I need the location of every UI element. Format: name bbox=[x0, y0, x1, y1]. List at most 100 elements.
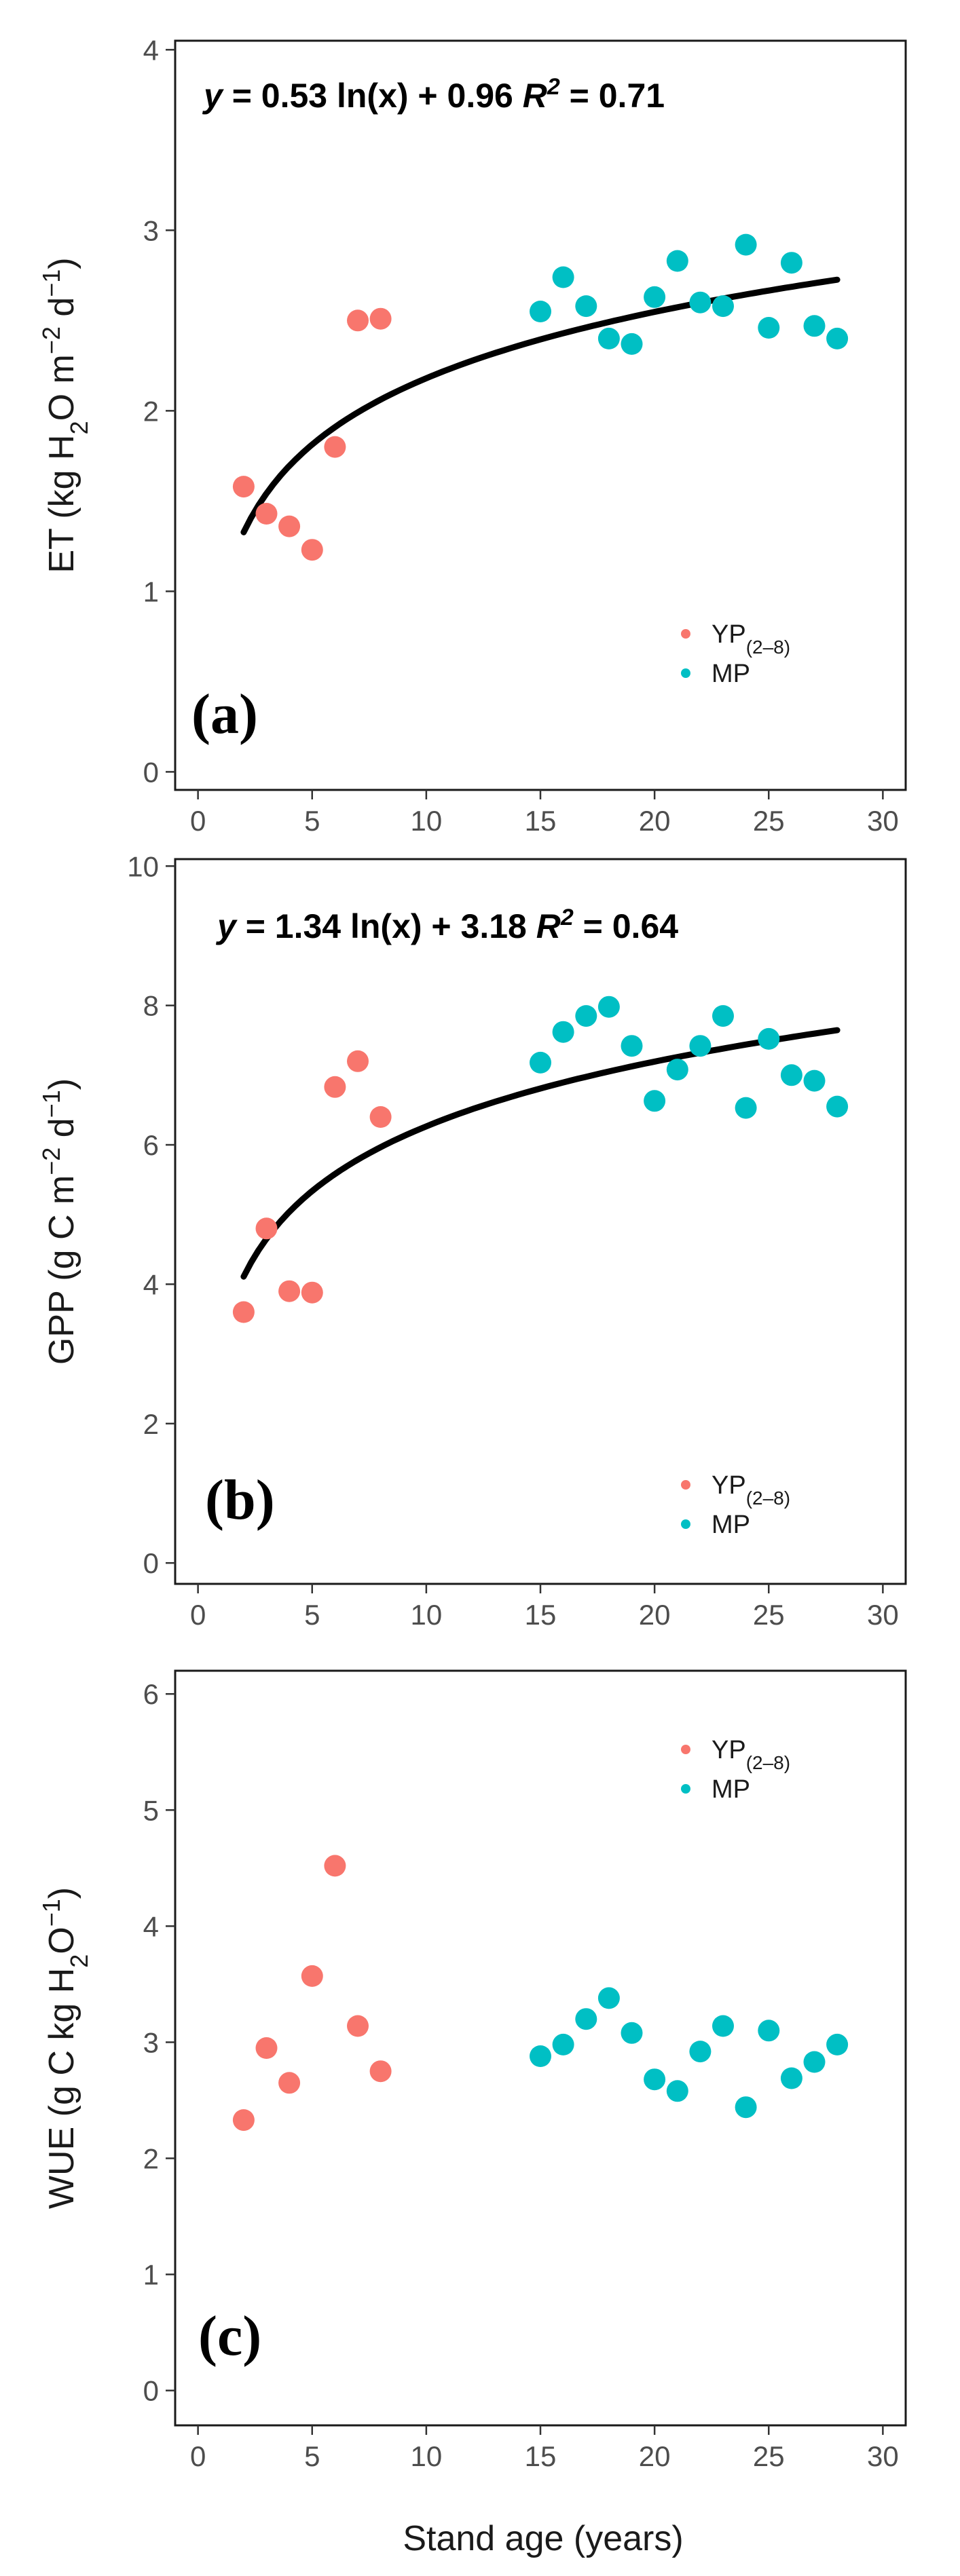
y-tick-label: 1 bbox=[143, 575, 159, 607]
data-point bbox=[324, 436, 346, 458]
legend-label-subscript: (2–8) bbox=[746, 1488, 790, 1509]
x-tick-label: 0 bbox=[190, 2440, 206, 2472]
y-tick-label: 10 bbox=[127, 850, 159, 882]
x-axis-title: Stand age (years) bbox=[403, 2519, 683, 2558]
panel-tag: (c) bbox=[198, 2305, 261, 2368]
data-point bbox=[278, 2072, 301, 2094]
data-point bbox=[666, 250, 688, 272]
data-point bbox=[780, 1064, 802, 1086]
fit-curve bbox=[240, 1027, 841, 1280]
y-tick-label: 3 bbox=[143, 2026, 159, 2058]
data-point bbox=[597, 327, 620, 349]
data-point bbox=[803, 1069, 826, 1092]
y-tick-label: 6 bbox=[143, 1678, 159, 1710]
legend-label: MP bbox=[712, 1511, 750, 1539]
legend-label: MP bbox=[712, 660, 750, 688]
x-tick-label: 10 bbox=[411, 1599, 443, 1631]
y-tick-label: 0 bbox=[143, 756, 159, 788]
y-tick-label: 4 bbox=[143, 1268, 159, 1300]
y-tick-label: 1 bbox=[143, 2259, 159, 2291]
legend-label-text: MP bbox=[712, 1775, 750, 1804]
equation-r-superscript: 2 bbox=[560, 905, 574, 930]
x-tick-label: 20 bbox=[639, 805, 671, 837]
x-tick-label: 25 bbox=[753, 1599, 785, 1631]
legend-label-text: MP bbox=[712, 1511, 750, 1539]
equation-y: y bbox=[202, 77, 224, 115]
data-point bbox=[780, 2067, 802, 2089]
data-point bbox=[712, 295, 734, 318]
y-title-superscript: −2 bbox=[37, 1148, 65, 1175]
legend-label: YP(2–8) bbox=[712, 620, 790, 658]
fit-curve bbox=[240, 276, 841, 535]
x-tick-label: 25 bbox=[753, 2440, 785, 2472]
y-tick-label: 4 bbox=[143, 1910, 159, 1942]
data-point bbox=[712, 1005, 734, 1027]
y-tick-label: 6 bbox=[143, 1129, 159, 1161]
legend-key-yp bbox=[681, 1480, 690, 1490]
data-point bbox=[530, 301, 551, 322]
x-tick-label: 10 bbox=[411, 2440, 443, 2472]
x-tick-label: 20 bbox=[639, 2440, 671, 2472]
data-point bbox=[758, 2020, 780, 2042]
data-point bbox=[597, 996, 620, 1018]
equation-body: = 0.53 ln(x) + 0.96 bbox=[223, 77, 523, 115]
y-title-text: O m bbox=[42, 354, 81, 421]
data-point bbox=[369, 1106, 392, 1128]
y-tick-label: 0 bbox=[143, 2375, 159, 2407]
y-title-superscript: −1 bbox=[37, 1899, 65, 1927]
data-point bbox=[666, 2080, 688, 2102]
data-point bbox=[324, 1076, 346, 1098]
data-point bbox=[735, 233, 757, 256]
series-yp bbox=[232, 307, 392, 561]
y-axis-title: GPP (g C m−2 d−1) bbox=[37, 1078, 82, 1365]
equation-r: R bbox=[536, 907, 561, 945]
equation-r: R bbox=[523, 77, 547, 115]
data-point bbox=[255, 1217, 278, 1240]
equation-r-superscript: 2 bbox=[547, 74, 560, 100]
legend-key-mp bbox=[681, 1784, 690, 1794]
x-tick-label: 5 bbox=[304, 805, 320, 837]
data-point bbox=[735, 1097, 757, 1119]
x-tick-label: 0 bbox=[190, 1599, 206, 1631]
series-mp bbox=[530, 233, 849, 355]
legend-label-text: MP bbox=[712, 660, 750, 688]
legend-key-yp bbox=[681, 629, 690, 639]
y-tick-label: 4 bbox=[143, 34, 159, 66]
equation-body: = 1.34 ln(x) + 3.18 bbox=[236, 907, 536, 945]
y-title-text: ) bbox=[42, 1078, 81, 1090]
data-point bbox=[575, 1005, 597, 1027]
y-tick-label: 8 bbox=[143, 990, 159, 1022]
y-title-text: ) bbox=[42, 1887, 81, 1899]
data-point bbox=[347, 1050, 369, 1072]
legend-label-text: YP bbox=[712, 1736, 746, 1764]
data-point bbox=[301, 539, 323, 561]
y-tick-label: 0 bbox=[143, 1547, 159, 1579]
data-point bbox=[369, 307, 392, 330]
data-point bbox=[530, 2045, 551, 2067]
y-tick-label: 2 bbox=[143, 395, 159, 427]
y-axis-title: WUE (g C kg H2O−1) bbox=[37, 1887, 93, 2209]
x-tick-label: 15 bbox=[525, 2440, 557, 2472]
y-title-text: O bbox=[42, 1927, 81, 1954]
y-title-superscript: −2 bbox=[37, 326, 65, 354]
data-point bbox=[575, 2008, 597, 2030]
panel-b: 0 5 10 15 20 25 30 0 2 4 6 8 10 GPP (g C m−2 d−1) y = … bbox=[37, 850, 907, 1631]
legend-key-yp bbox=[681, 1745, 690, 1754]
data-point bbox=[232, 476, 255, 498]
y-title-text: WUE (g C kg H bbox=[42, 1968, 81, 2209]
legend: YP(2–8)MP bbox=[681, 1471, 790, 1539]
series-mp bbox=[530, 996, 849, 1119]
data-point bbox=[232, 1301, 255, 1323]
series-yp bbox=[232, 1855, 392, 2132]
y-tick-label: 5 bbox=[143, 1794, 159, 1826]
data-point bbox=[232, 2109, 255, 2132]
y-title-subscript: 2 bbox=[65, 421, 93, 434]
legend-key-mp bbox=[681, 1519, 690, 1529]
data-point bbox=[621, 333, 643, 355]
data-point bbox=[621, 2022, 643, 2044]
y-title-text: GPP (g C m bbox=[42, 1175, 81, 1365]
